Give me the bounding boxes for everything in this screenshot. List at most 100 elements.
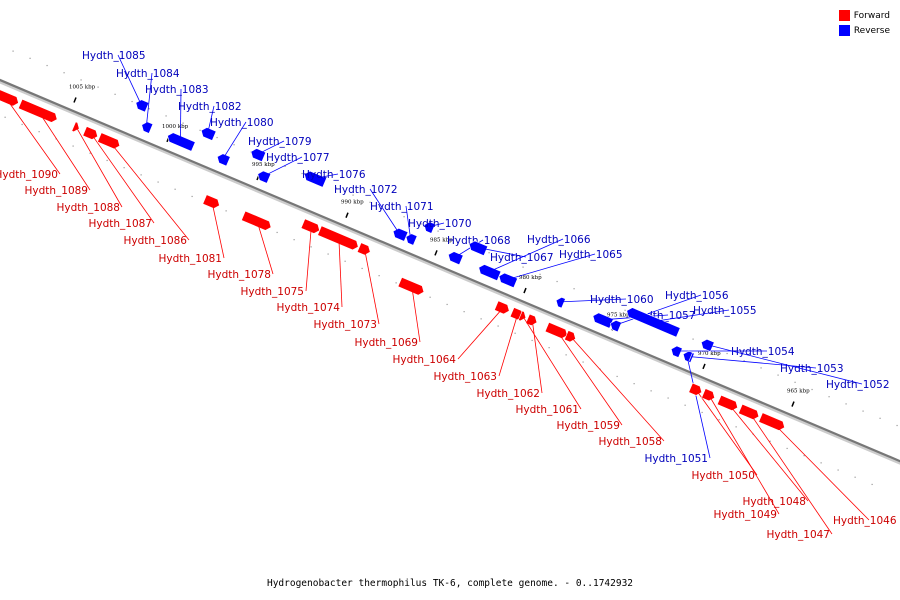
- kbp-tick-label: 970 kbp: [698, 351, 721, 357]
- guide-dot: [12, 50, 14, 52]
- gene-leader-line: [686, 355, 711, 459]
- guide-dot: [199, 129, 201, 131]
- gene-feature-hydth_1083: [167, 132, 196, 152]
- gene-label: Hydth_1052: [826, 379, 890, 391]
- gene-label: Hydth_1051: [644, 453, 708, 465]
- legend-label-reverse: Reverse: [853, 25, 890, 36]
- guide-dot: [896, 424, 898, 427]
- guide-dot: [794, 381, 796, 383]
- gene-leader-line: [211, 202, 225, 259]
- gene-leader-line: [305, 226, 312, 292]
- kbp-tick: [73, 97, 77, 103]
- guide-dot: [131, 100, 133, 103]
- guide-dot: [293, 239, 295, 241]
- guide-dot: [446, 303, 448, 306]
- guide-dot: [233, 144, 235, 146]
- reverse-swatch: [838, 25, 850, 36]
- gene-leader-line: [531, 320, 543, 394]
- guide-dot: [80, 79, 82, 81]
- gene-leader-line: [222, 121, 247, 160]
- gene-feature-hydth_1055: [626, 307, 681, 338]
- guide-dot: [378, 275, 380, 277]
- guide-dot: [497, 325, 499, 327]
- gene-label: Hydth_1070: [408, 218, 472, 230]
- gene-leader-line: [314, 173, 339, 179]
- gene-feature-hydth_1065: [498, 272, 518, 289]
- gene-feature-hydth_1086: [97, 132, 121, 150]
- guide-dot: [114, 93, 116, 95]
- guide-dot: [760, 367, 762, 369]
- gene-leader-line: [364, 249, 380, 325]
- gene-feature-hydth_1054: [670, 345, 683, 358]
- guide-dot: [820, 462, 822, 464]
- guide-dot: [429, 296, 431, 298]
- gene-leader-line: [207, 105, 215, 134]
- gene-feature-hydth_1078: [241, 210, 272, 231]
- gene-leader-line: [488, 238, 564, 273]
- gene-label: Hydth_1089: [24, 185, 88, 197]
- gene-leader-line: [556, 330, 623, 426]
- gene-leader-line: [652, 309, 730, 322]
- gene-leader-line: [428, 222, 445, 228]
- guide-dot: [97, 86, 99, 88]
- guide-dot: [46, 64, 48, 67]
- gene-leader-line: [688, 356, 817, 369]
- gene-leader-line: [498, 314, 518, 377]
- guide-dot: [21, 123, 23, 126]
- guide-dot: [505, 259, 507, 261]
- gene-label: Hydth_1068: [447, 235, 511, 247]
- gene-feature-hydth_1085: [135, 99, 150, 113]
- gene-leader-line: [570, 336, 665, 442]
- kbp-tick: [523, 287, 527, 294]
- guide-dot: [361, 267, 363, 270]
- gene-label: Hydth_1088: [56, 202, 120, 214]
- guide-dot: [624, 309, 626, 311]
- gene-label: Hydth_1080: [210, 117, 274, 129]
- gene-label: Hydth_1056: [665, 290, 729, 302]
- gene-feature-hydth_1060: [555, 296, 566, 309]
- guide-dot: [420, 223, 422, 225]
- guide-dot: [191, 195, 193, 198]
- guide-dot: [267, 158, 269, 160]
- guide-dot: [735, 426, 737, 428]
- guide-dot: [837, 469, 839, 471]
- gene-label: Hydth_1078: [207, 269, 271, 281]
- guide-dot: [692, 338, 694, 340]
- gene-leader-line: [369, 188, 400, 235]
- gene-leader-line: [145, 72, 153, 127]
- gene-label: Hydth_1090: [0, 169, 58, 181]
- guide-dot: [582, 361, 584, 363]
- gene-label: Hydth_1053: [780, 363, 844, 375]
- guide-dot: [89, 152, 91, 154]
- guide-dot: [437, 230, 439, 232]
- gene-label: Hydth_1058: [598, 436, 662, 448]
- gene-leader-line: [76, 127, 123, 208]
- gene-label: Hydth_1081: [158, 253, 222, 265]
- guide-dot: [148, 108, 150, 110]
- gene-label: Hydth_1066: [527, 234, 591, 246]
- guide-dot: [4, 116, 6, 118]
- guide-dot: [225, 210, 227, 212]
- genome-axis: [0, 78, 900, 463]
- gene-feature-hydth_1082: [200, 127, 217, 141]
- gene-label: Hydth_1064: [392, 354, 456, 366]
- kbp-tick-label: 990 kbp: [341, 200, 364, 206]
- map-caption: Hydrogenobacter thermophilus TK-6, compl…: [266, 578, 634, 589]
- kbp-tick-label: 980 kbp: [519, 275, 542, 281]
- gene-label: Hydth_1062: [476, 388, 540, 400]
- gene-label: Hydth_1047: [766, 529, 830, 541]
- kbp-tick-label: 1000 kbp: [162, 124, 189, 130]
- guide-dot: [38, 131, 40, 133]
- guide-dot: [395, 282, 397, 284]
- gene-feature-hydth_1051: [682, 350, 693, 363]
- gene-label: Hydth_1074: [276, 302, 340, 314]
- guide-dot: [573, 288, 575, 290]
- gene-label: Hydth_1075: [240, 286, 304, 298]
- gene-label: Hydth_1069: [354, 337, 418, 349]
- guide-dot: [862, 410, 864, 412]
- guide-dot: [276, 231, 278, 234]
- gene-feature-hydth_1052: [700, 338, 715, 352]
- gene-label: Hydth_1079: [248, 136, 312, 148]
- guide-dot: [650, 390, 652, 392]
